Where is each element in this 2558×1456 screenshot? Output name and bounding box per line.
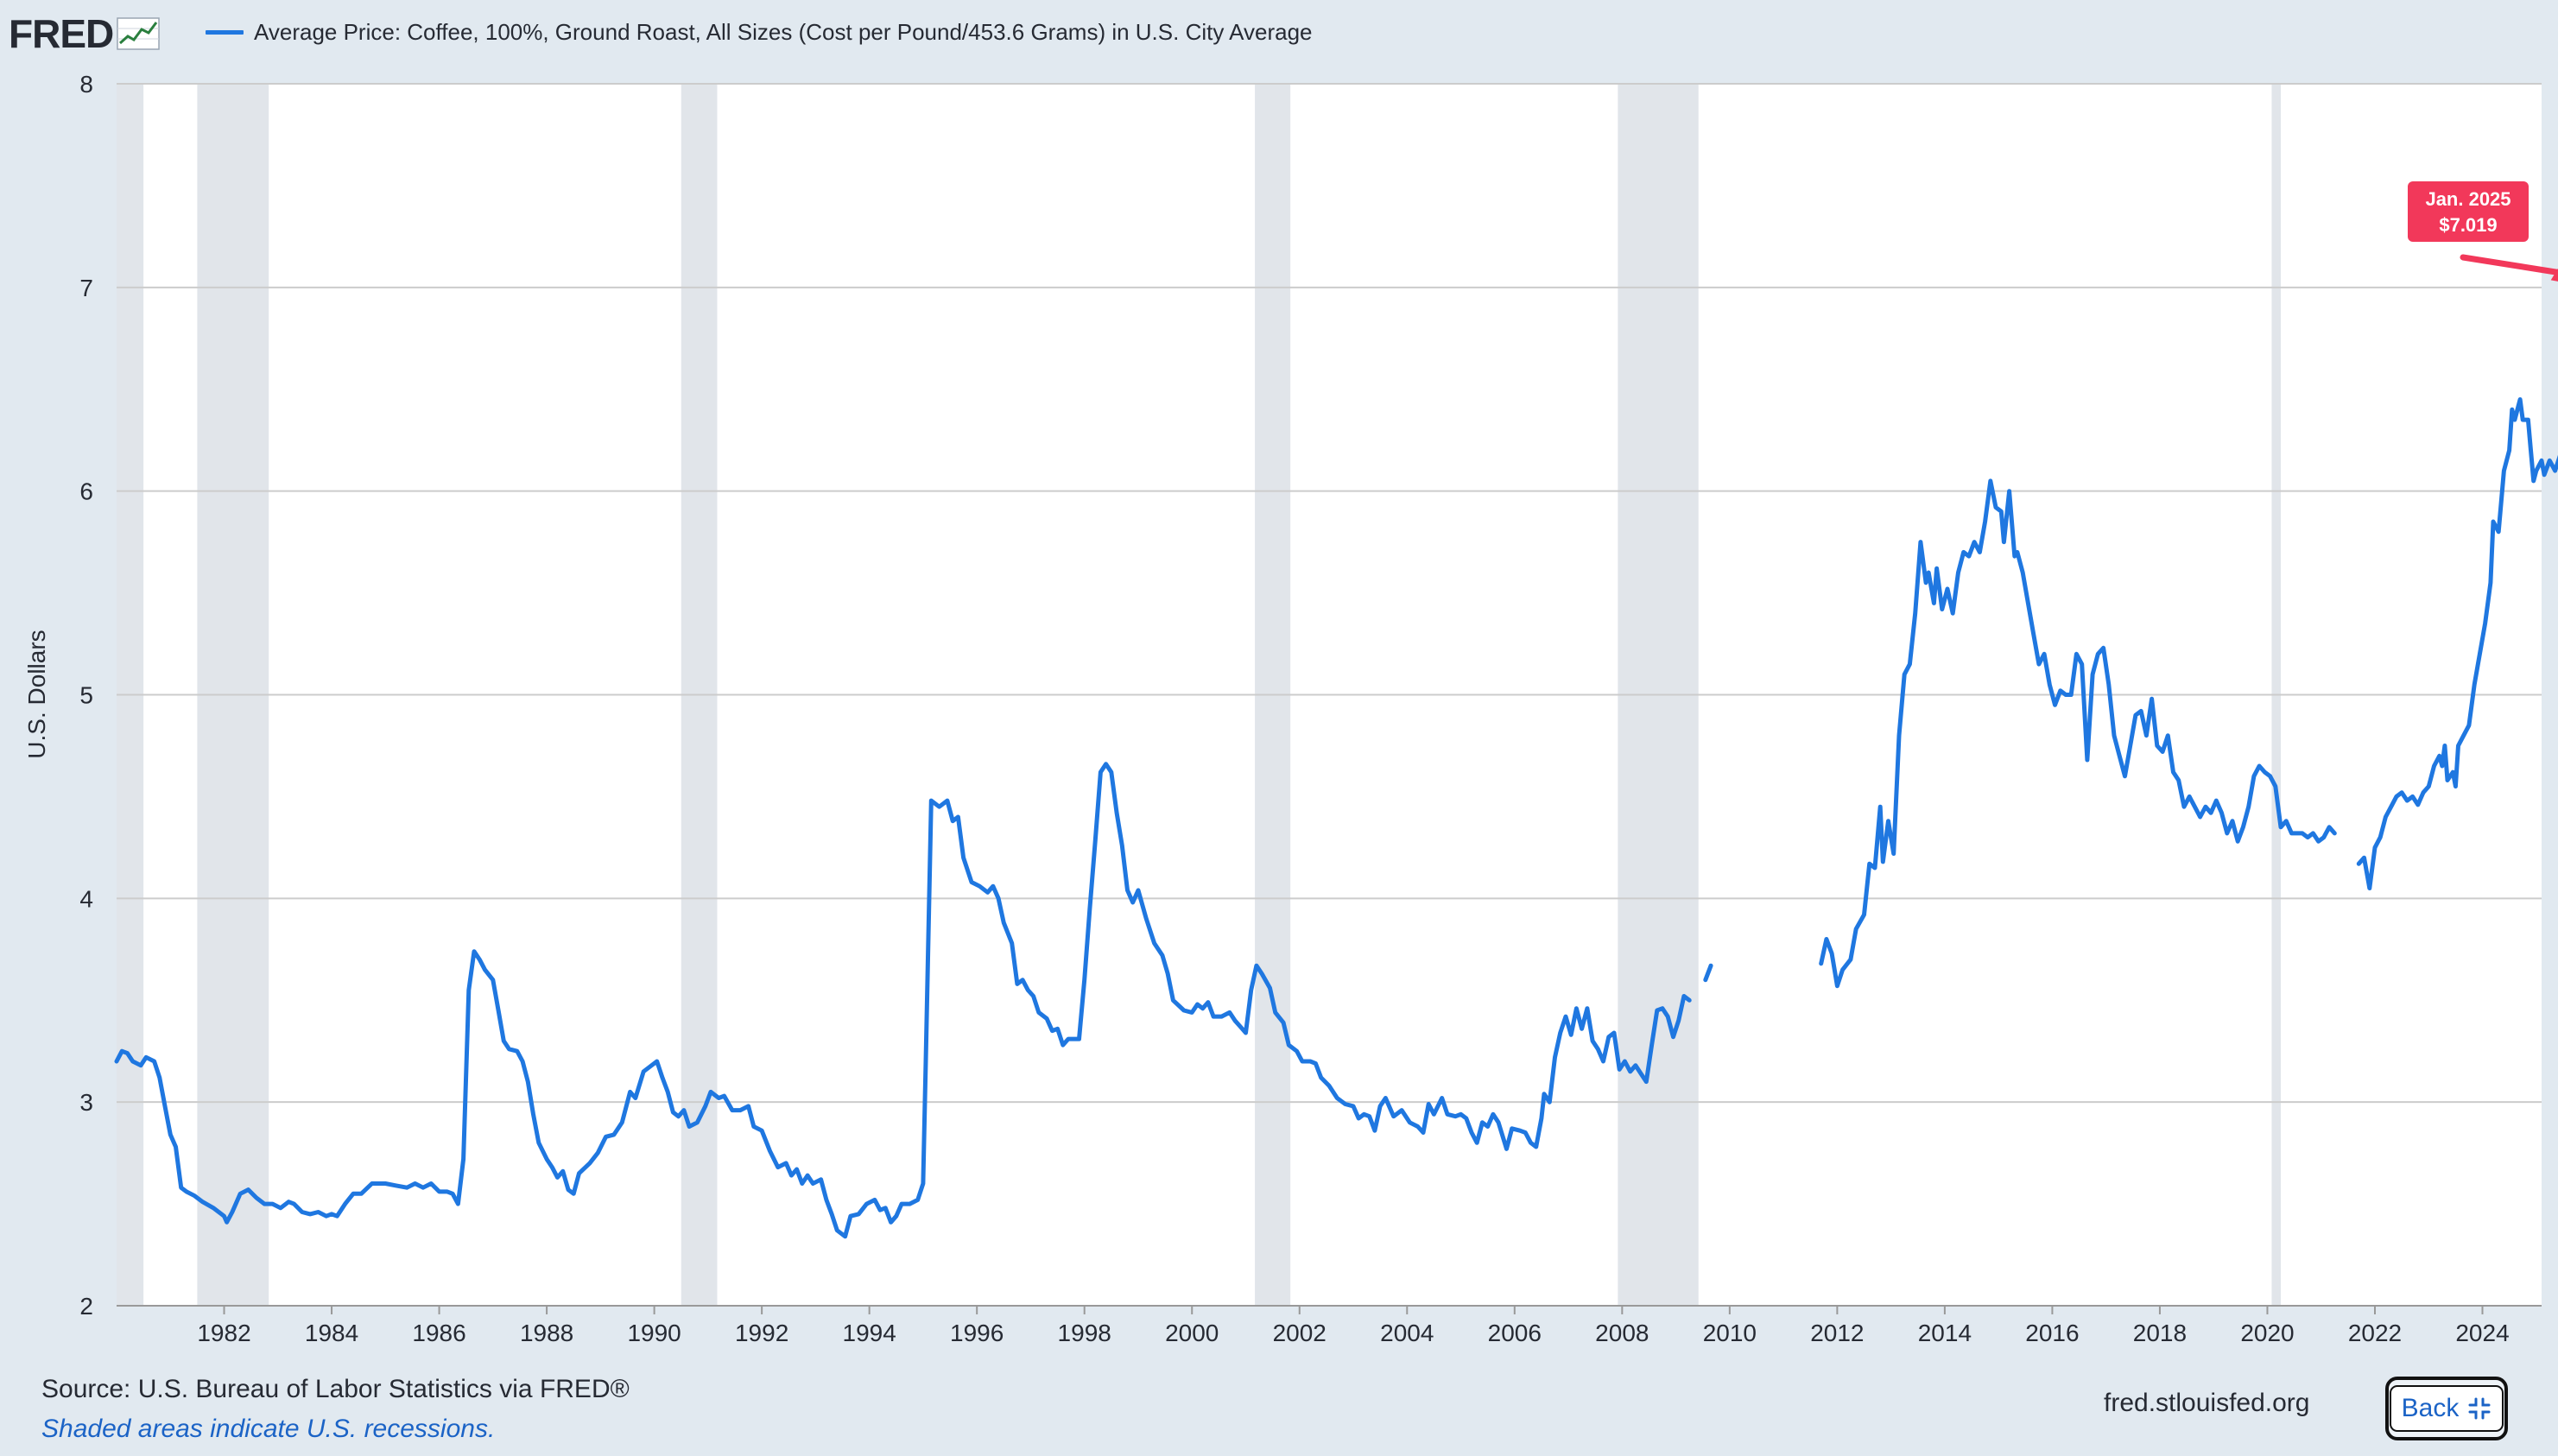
series-line-segment-0[interactable] [114, 762, 1692, 1239]
x-tick-label: 1998 [1058, 1320, 1111, 1346]
chart-legend: Average Price: Coffee, 100%, Ground Roas… [206, 19, 1313, 46]
latest-value-annotation: Jan. 2025 $7.019 [2408, 181, 2558, 282]
x-tick-label: 2006 [1488, 1320, 1542, 1346]
x-tick-label: 2020 [2240, 1320, 2294, 1346]
x-tick-label: 1988 [520, 1320, 573, 1346]
x-tick-label: 2004 [1380, 1320, 1434, 1346]
legend-swatch [206, 30, 244, 35]
x-tick-label: 1984 [305, 1320, 358, 1346]
y-axis-label: U.S. Dollars [23, 630, 50, 758]
annotation-date: Jan. 2025 [2425, 188, 2511, 210]
annotation-arrow-head [2550, 268, 2558, 282]
source-text: Source: U.S. Bureau of Labor Statistics … [41, 1375, 630, 1403]
x-tick-label: 1986 [412, 1320, 465, 1346]
annotation-arrow-shaft [2460, 254, 2558, 275]
fred-graph-icon [117, 17, 160, 50]
y-tick-label: 3 [79, 1089, 93, 1116]
grid-lines [117, 83, 2542, 1307]
x-tick-label: 2000 [1165, 1320, 1219, 1346]
series-line-segment-1[interactable] [1703, 963, 1713, 983]
coffee-price-series[interactable] [114, 397, 2558, 1239]
x-tick-label: 2022 [2348, 1320, 2402, 1346]
recession-note: Shaded areas indicate U.S. recessions. [41, 1415, 496, 1443]
collapse-arrows-icon [2468, 1397, 2491, 1420]
x-tick-label: 2008 [1595, 1320, 1649, 1346]
back-button[interactable]: Back [2385, 1377, 2508, 1440]
site-url[interactable]: fred.stlouisfed.org [2104, 1389, 2310, 1417]
x-tick-label: 1994 [843, 1320, 896, 1346]
x-tick-label: 2024 [2455, 1320, 2509, 1346]
x-tick-label: 2018 [2133, 1320, 2187, 1346]
y-tick-label: 8 [79, 71, 93, 98]
x-tick-label: 1982 [197, 1320, 250, 1346]
y-axis: 2 3 4 5 6 7 8 [79, 71, 93, 1320]
y-tick-label: 7 [79, 275, 93, 301]
back-label: Back [2401, 1394, 2460, 1422]
y-tick-label: 4 [79, 885, 93, 912]
annotation-value: $7.019 [2439, 214, 2497, 236]
x-tick-label: 2010 [1703, 1320, 1757, 1346]
x-tick-label: 1992 [735, 1320, 788, 1346]
back-button-inner[interactable]: Back [2389, 1385, 2504, 1432]
x-tick-label: 2016 [2025, 1320, 2079, 1346]
series-line-segment-2[interactable] [1819, 478, 2337, 989]
x-tick-label: 1996 [950, 1320, 1004, 1346]
fred-logo[interactable]: FRED [9, 10, 160, 57]
x-tick-label: 2002 [1273, 1320, 1326, 1346]
y-tick-label: 2 [79, 1293, 93, 1320]
annotation-box [2408, 181, 2529, 242]
x-tick-label: 2014 [1918, 1320, 1972, 1346]
legend-label: Average Price: Coffee, 100%, Ground Roas… [254, 19, 1313, 45]
series-line-segment-3[interactable] [2356, 397, 2558, 890]
x-axis: 1982 1984 1986 1988 1990 1992 1994 1996 1998 2000… [197, 1306, 2510, 1346]
y-tick-label: 5 [79, 682, 93, 709]
logo-text: FRED [9, 11, 114, 56]
chart-header: FRED Average Price: Coffee, 100%, Ground… [0, 0, 2558, 67]
y-tick-label: 6 [79, 478, 93, 505]
x-tick-label: 1990 [627, 1320, 681, 1346]
x-tick-label: 2012 [1810, 1320, 1864, 1346]
